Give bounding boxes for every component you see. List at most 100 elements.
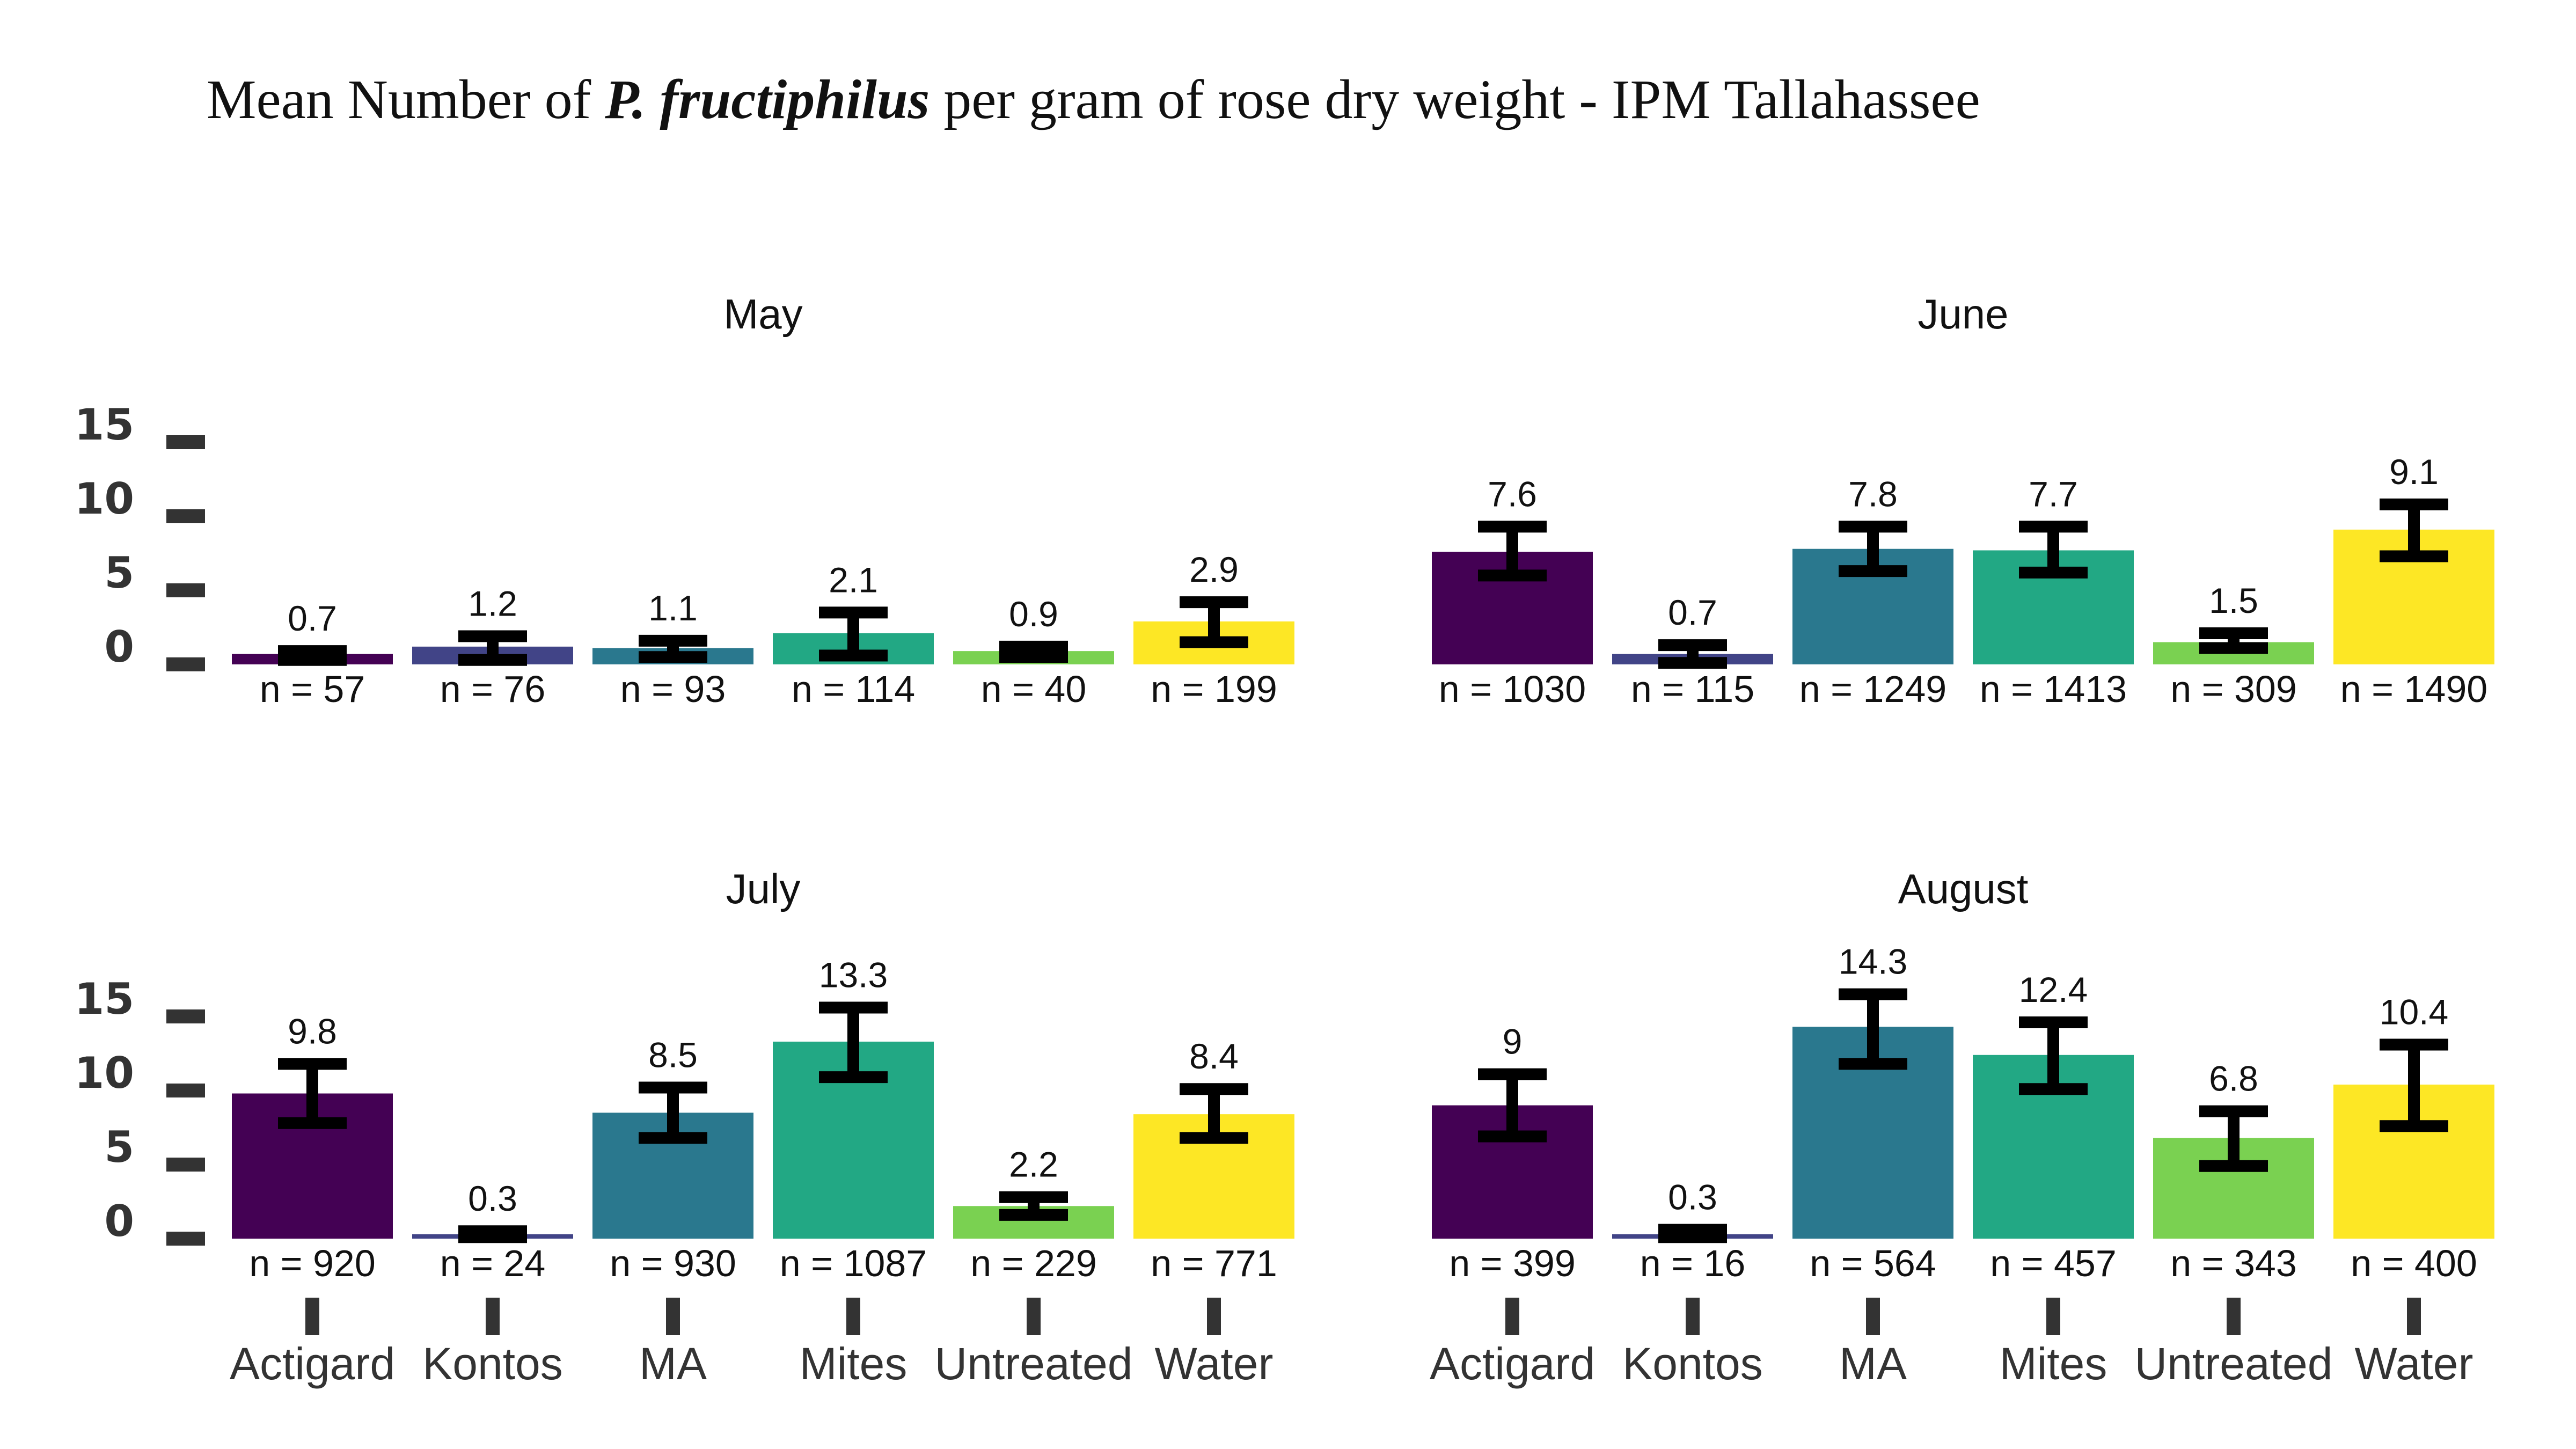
n-label-august-kontos: n = 16 [1640, 1242, 1746, 1284]
ytick-label-july-5: 5 [104, 1122, 134, 1172]
n-label-june-actigard: n = 1030 [1439, 668, 1586, 710]
n-label-may-kontos: n = 76 [440, 668, 546, 710]
ytick-mark-july-10 [166, 1084, 205, 1097]
n-label-july-untreated: n = 229 [970, 1242, 1097, 1284]
value-label-may-untreated: 0.9 [1009, 594, 1058, 634]
n-label-may-actigard: n = 57 [260, 668, 365, 710]
errorbar-june-actigard [1478, 521, 1547, 582]
errorbar-august-water [2380, 1038, 2448, 1132]
n-label-august-untreated: n = 343 [2170, 1242, 2297, 1284]
xtick-mark-july-kontos [486, 1298, 500, 1335]
value-label-august-ma: 14.3 [1839, 942, 1907, 982]
chart-title: Mean Number of P. fructiphilus per gram … [207, 69, 1980, 130]
xtick-label-august-kontos: Kontos [1622, 1338, 1763, 1389]
xtick-label-july-water: Water [1155, 1338, 1274, 1389]
value-label-august-actigard: 9 [1503, 1022, 1523, 1062]
xtick-label-july-ma: MA [639, 1338, 707, 1389]
value-label-may-water: 2.9 [1189, 550, 1239, 589]
n-label-may-mites: n = 114 [792, 668, 915, 710]
value-label-july-mites: 13.3 [819, 955, 888, 994]
ytick-label-may-0: 0 [104, 622, 134, 672]
xtick-label-august-untreated: Untreated [2135, 1338, 2333, 1389]
xtick-label-july-actigard: Actigard [230, 1338, 395, 1389]
panel-title-may: May [723, 290, 802, 338]
xtick-label-august-water: Water [2355, 1338, 2473, 1389]
value-label-august-kontos: 0.3 [1668, 1177, 1717, 1217]
errorbar-may-kontos [458, 630, 527, 666]
errorbar-june-water [2380, 498, 2448, 562]
errorbar-august-kontos [1658, 1224, 1727, 1243]
panel-july: July 0 5 10 15 9.8 n = 920 Actigard 0.3 n = 24 Kon… [75, 865, 1294, 1389]
panel-august: August 9 n = 399 Actigard 0.3 n = 16 Kontos 14.… [1430, 865, 2494, 1389]
chart-title-species: P. fructiphilus [604, 69, 930, 130]
xtick-label-august-actigard: Actigard [1430, 1338, 1595, 1389]
n-label-july-water: n = 771 [1151, 1242, 1277, 1284]
errorbar-july-kontos [458, 1225, 527, 1243]
value-label-august-untreated: 6.8 [2209, 1059, 2258, 1099]
xtick-label-july-mites: Mites [800, 1338, 908, 1389]
ytick-mark-may-10 [166, 509, 205, 523]
xtick-mark-august-mites [2046, 1298, 2060, 1335]
xtick-mark-august-ma [1866, 1298, 1880, 1335]
panel-title-july: July [726, 865, 801, 912]
xtick-mark-july-ma [666, 1298, 680, 1335]
ytick-mark-may-5 [166, 583, 205, 597]
panel-title-june: June [1918, 290, 2008, 338]
facet-panels: May 0 5 10 15 0.7 n = 57 1.2 n = 76 1.1 n = 93 2.1 n… [75, 290, 2494, 1389]
errorbar-may-untreated [999, 640, 1068, 663]
value-label-june-kontos: 0.7 [1668, 592, 1717, 632]
errorbar-july-actigard [278, 1058, 347, 1129]
ytick-label-july-0: 0 [104, 1196, 134, 1246]
value-label-july-actigard: 9.8 [288, 1011, 337, 1051]
n-label-june-untreated: n = 309 [2170, 668, 2297, 710]
value-label-may-mites: 2.1 [829, 560, 878, 599]
xtick-label-august-mites: Mites [2000, 1338, 2107, 1389]
n-label-july-kontos: n = 24 [440, 1242, 546, 1284]
n-label-june-kontos: n = 115 [1631, 668, 1754, 710]
errorbar-june-ma [1839, 521, 1907, 577]
value-label-june-mites: 7.7 [2029, 474, 2078, 514]
errorbar-june-untreated [2199, 627, 2268, 654]
chart-title-prefix: Mean Number of [207, 69, 605, 130]
n-label-may-ma: n = 93 [620, 668, 726, 710]
xtick-mark-august-actigard [1505, 1298, 1519, 1335]
n-label-june-ma: n = 1249 [1799, 668, 1946, 710]
ytick-mark-july-5 [166, 1158, 205, 1172]
value-label-june-ma: 7.8 [1848, 474, 1898, 514]
ytick-label-may-15: 15 [75, 400, 134, 450]
value-label-may-kontos: 1.2 [468, 584, 517, 624]
panel-june: June 7.6 n = 1030 0.7 n = 115 7.8 n = 1249 7.7 n… [1432, 290, 2494, 710]
errorbar-august-actigard [1478, 1068, 1547, 1143]
n-label-may-water: n = 199 [1151, 668, 1277, 710]
errorbar-august-mites [2019, 1016, 2088, 1095]
n-label-july-mites: n = 1087 [780, 1242, 927, 1284]
errorbar-july-mites [819, 1001, 888, 1084]
value-label-july-ma: 8.5 [648, 1035, 698, 1074]
errorbar-may-mites [819, 606, 888, 662]
n-label-august-water: n = 400 [2351, 1242, 2477, 1284]
ytick-mark-may-15 [166, 435, 205, 449]
value-label-august-water: 10.4 [2380, 992, 2448, 1031]
errorbar-july-untreated [999, 1191, 1068, 1221]
value-label-august-mites: 12.4 [2019, 970, 2088, 1009]
errorbar-july-ma [639, 1081, 707, 1144]
ytick-mark-may-0 [166, 657, 205, 671]
chart-title-suffix: per gram of rose dry weight - IPM Tallah… [930, 69, 1980, 130]
xtick-mark-august-untreated [2227, 1298, 2241, 1335]
errorbar-august-untreated [2199, 1105, 2268, 1172]
value-label-july-water: 8.4 [1189, 1036, 1239, 1076]
n-label-august-ma: n = 564 [1810, 1242, 1936, 1284]
value-label-july-kontos: 0.3 [468, 1179, 517, 1218]
panel-title-august: August [1898, 865, 2029, 912]
xtick-mark-august-kontos [1686, 1298, 1700, 1335]
ytick-label-july-15: 15 [75, 974, 134, 1024]
errorbar-may-ma [639, 634, 707, 663]
errorbar-august-ma [1839, 988, 1907, 1070]
n-label-july-actigard: n = 920 [249, 1242, 376, 1284]
errorbar-june-kontos [1658, 639, 1727, 669]
errorbar-may-actigard [278, 645, 347, 666]
ytick-label-may-10: 10 [75, 474, 134, 524]
ytick-mark-july-15 [166, 1009, 205, 1023]
xtick-mark-july-mites [846, 1298, 860, 1335]
